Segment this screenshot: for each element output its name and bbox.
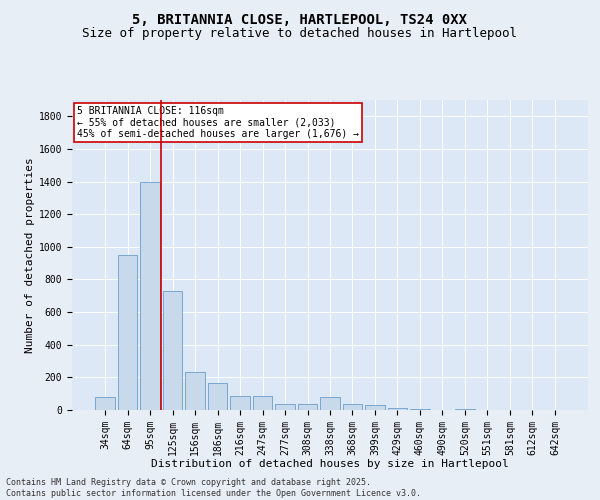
Bar	[343, 404, 362, 410]
Bar	[388, 408, 407, 410]
Bar	[163, 291, 182, 410]
Bar	[275, 404, 295, 410]
Bar	[95, 397, 115, 410]
Bar	[253, 396, 272, 410]
Bar	[410, 409, 430, 410]
Text: 5 BRITANNIA CLOSE: 116sqm
← 55% of detached houses are smaller (2,033)
45% of se: 5 BRITANNIA CLOSE: 116sqm ← 55% of detac…	[77, 106, 359, 140]
Bar	[365, 405, 385, 410]
Bar	[185, 372, 205, 410]
Text: Size of property relative to detached houses in Hartlepool: Size of property relative to detached ho…	[83, 28, 517, 40]
Text: 5, BRITANNIA CLOSE, HARTLEPOOL, TS24 0XX: 5, BRITANNIA CLOSE, HARTLEPOOL, TS24 0XX	[133, 12, 467, 26]
Bar	[298, 404, 317, 410]
Bar	[140, 182, 160, 410]
Text: Contains HM Land Registry data © Crown copyright and database right 2025.
Contai: Contains HM Land Registry data © Crown c…	[6, 478, 421, 498]
Bar	[230, 396, 250, 410]
Bar	[455, 409, 475, 410]
Y-axis label: Number of detached properties: Number of detached properties	[25, 157, 35, 353]
Bar	[208, 383, 227, 410]
Bar	[320, 397, 340, 410]
X-axis label: Distribution of detached houses by size in Hartlepool: Distribution of detached houses by size …	[151, 459, 509, 469]
Bar	[118, 255, 137, 410]
